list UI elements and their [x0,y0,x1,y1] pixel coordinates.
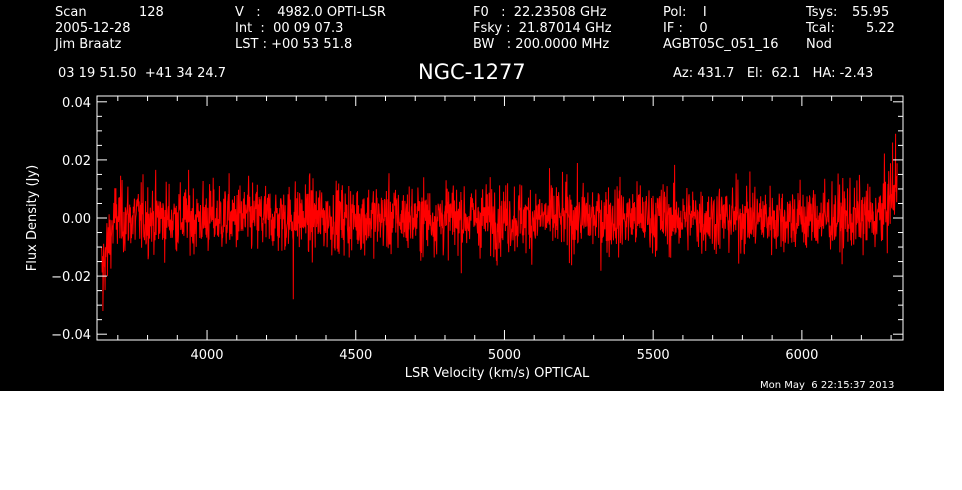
spectrum-trace-group [101,133,898,312]
observation-date: 2005-12-28 [55,21,131,36]
lst-info: LST : +00 53 51.8 [235,37,353,52]
y-tick-label: −0.02 [51,270,91,285]
x-tick-label: 4500 [339,348,372,363]
integration-time: Int : 00 09 07.3 [235,21,344,36]
x-tick-label: 5500 [637,348,670,363]
tcal-value: 5.22 [866,21,895,36]
source-coordinates: 03 19 51.50 +41 34 24.7 [58,66,227,81]
axis-ticks: 4000 4500 5000 5500 6000 −0.04 −0.02 0.00 0.02 0.… [51,96,903,363]
velocity-info: V : 4982.0 OPTI-LSR [235,5,386,20]
x-tick-label: 4000 [190,348,223,363]
polarization: Pol: I [663,5,707,20]
y-axis-label: Flux Density (Jy) [25,165,40,271]
plot-panel [0,0,944,391]
y-tick-label: 0.00 [62,212,91,227]
x-axis-label: LSR Velocity (km/s) OPTICAL [405,366,590,381]
sky-frequency: Fsky : 21.87014 GHz [473,21,612,36]
tsys-label: Tsys: [806,5,838,20]
rest-frequency: F0 : 22.23508 GHz [473,5,607,20]
spectrum-chart: 4000 4500 5000 5500 6000 −0.04 −0.02 0.00 0.02 0.… [25,95,904,381]
spectrum-line [101,133,898,312]
y-tick-label: 0.04 [62,96,91,111]
x-tick-label: 5000 [488,348,521,363]
scan-value: 128 [139,5,164,20]
switching-mode: Nod [806,37,832,52]
project-id: AGBT05C_051_16 [663,37,779,52]
bandwidth: BW : 200.0000 MHz [473,37,610,52]
y-tick-label: 0.02 [62,154,91,169]
tcal-label: Tcal: [806,21,835,36]
if-number: IF : 0 [663,21,708,36]
plot-timestamp: Mon May 6 22:15:37 2013 [760,380,895,391]
tsys-value: 55.95 [852,5,890,20]
observer-name: Jim Braatz [55,37,122,52]
x-tick-label: 6000 [785,348,818,363]
y-tick-label: −0.04 [51,328,91,343]
scan-label: Scan [55,5,87,20]
pointing-info: Az: 431.7 El: 62.1 HA: -2.43 [673,66,874,81]
source-title: NGC-1277 [418,60,526,84]
